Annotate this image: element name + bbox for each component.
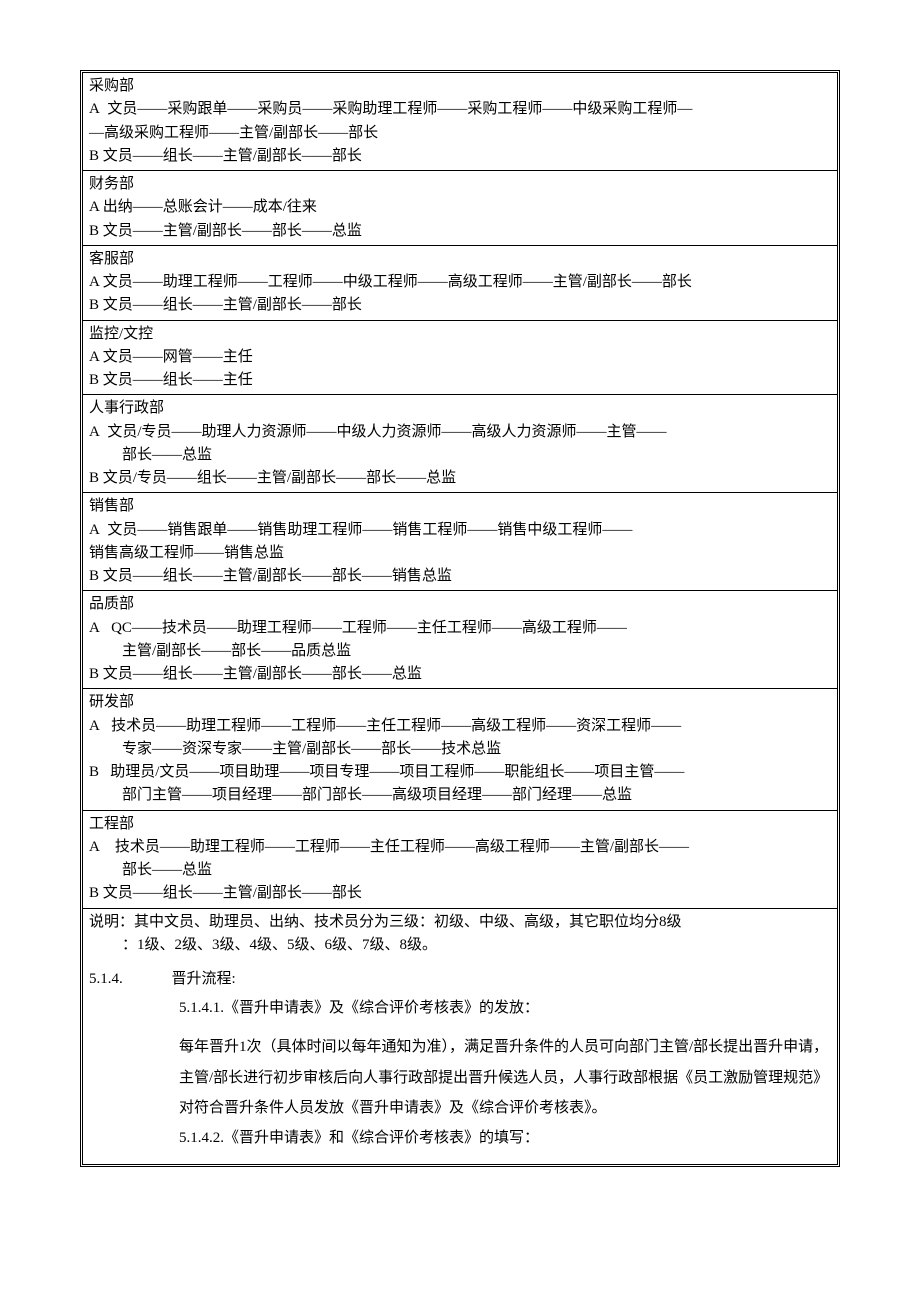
career-path: A QC——技术员——助理工程师——工程师——主任工程师——高级工程师——主管/… xyxy=(89,617,831,664)
dept-cell-kefu: 客服部 A 文员——助理工程师——工程师——中级工程师——高级工程师——主管/副… xyxy=(83,246,837,321)
section-5142: 5.1.4.2.《晋升申请表》和《综合评价考核表》的填写： xyxy=(89,1124,831,1153)
career-path: B 文员——组长——主管/副部长——部长——销售总监 xyxy=(89,565,831,588)
career-path: A 技术员——助理工程师——工程师——主任工程师——高级工程师——资深工程师——… xyxy=(89,715,831,762)
section-5141: 5.1.4.1.《晋升申请表》及《综合评价考核表》的发放： 每年晋升1次（具体时… xyxy=(89,994,831,1125)
dept-cell-yanfa: 研发部 A 技术员——助理工程师——工程师——主任工程师——高级工程师——资深工… xyxy=(83,689,837,810)
career-path: A 文员——网管——主任 xyxy=(89,346,831,369)
dept-title: 销售部 xyxy=(89,495,831,518)
dept-cell-renshi: 人事行政部 A 文员/专员——助理人力资源师——中级人力资源师——高级人力资源师… xyxy=(83,395,837,493)
dept-title: 财务部 xyxy=(89,173,831,196)
career-path: A 文员——销售跟单——销售助理工程师——销售工程师——销售中级工程师——销售高… xyxy=(89,519,831,566)
dept-cell-gongcheng: 工程部 A 技术员——助理工程师——工程师——主任工程师——高级工程师——主管/… xyxy=(83,811,837,909)
career-path: A 出纳——总账会计——成本/往来 xyxy=(89,196,831,219)
career-path: A 文员——采购跟单——采购员——采购助理工程师——采购工程师——中级采购工程师… xyxy=(89,98,831,145)
dept-title: 工程部 xyxy=(89,813,831,836)
dept-title: 客服部 xyxy=(89,248,831,271)
dept-cell-xiaoshou: 销售部 A 文员——销售跟单——销售助理工程师——销售工程师——销售中级工程师—… xyxy=(83,493,837,591)
note-text: 说明：其中文员、助理员、出纳、技术员分为三级：初级、中级、高级，其它职位均分8级… xyxy=(83,909,837,960)
dept-title: 研发部 xyxy=(89,691,831,714)
section-title: 晋升流程: xyxy=(172,971,236,987)
dept-cell-jiankong: 监控/文控 A 文员——网管——主任 B 文员——组长——主任 xyxy=(83,321,837,396)
career-path: B 文员——组长——主任 xyxy=(89,369,831,392)
sub-body: 每年晋升1次（具体时间以每年通知为准），满足晋升条件的人员可向部门主管/部长提出… xyxy=(179,1032,831,1124)
career-path: A 技术员——助理工程师——工程师——主任工程师——高级工程师——主管/副部长—… xyxy=(89,836,831,883)
career-path: B 文员——主管/副部长——部长——总监 xyxy=(89,220,831,243)
dept-cell-caiwu: 财务部 A 出纳——总账会计——成本/往来 B 文员——主管/副部长——部长——… xyxy=(83,171,837,246)
career-path: A 文员——助理工程师——工程师——中级工程师——高级工程师——主管/副部长——… xyxy=(89,271,831,294)
dept-cell-caigou: 采购部 A 文员——采购跟单——采购员——采购助理工程师——采购工程师——中级采… xyxy=(83,73,837,171)
career-path: B 文员——组长——主管/副部长——部长 xyxy=(89,294,831,317)
section-514: 5.1.4.晋升流程: 5.1.4.1.《晋升申请表》及《综合评价考核表》的发放… xyxy=(83,959,837,1164)
dept-title: 监控/文控 xyxy=(89,323,831,346)
document-frame: 采购部 A 文员——采购跟单——采购员——采购助理工程师——采购工程师——中级采… xyxy=(80,70,840,1167)
career-path: B 文员——组长——主管/副部长——部长——总监 xyxy=(89,663,831,686)
dept-cell-pinzhi: 品质部 A QC——技术员——助理工程师——工程师——主任工程师——高级工程师—… xyxy=(83,591,837,689)
section-514-heading: 5.1.4.晋升流程: xyxy=(89,965,831,994)
career-path: A 文员/专员——助理人力资源师——中级人力资源师——高级人力资源师——主管——… xyxy=(89,421,831,468)
dept-title: 采购部 xyxy=(89,75,831,98)
career-path: B 文员/专员——组长——主管/副部长——部长——总监 xyxy=(89,467,831,490)
sub-heading: 5.1.4.1.《晋升申请表》及《综合评价考核表》的发放： xyxy=(179,994,831,1023)
sub-heading: 5.1.4.2.《晋升申请表》和《综合评价考核表》的填写： xyxy=(179,1124,831,1153)
dept-title: 品质部 xyxy=(89,593,831,616)
career-path: B 助理员/文员——项目助理——项目专理——项目工程师——职能组长——项目主管—… xyxy=(89,761,831,808)
career-path: B 文员——组长——主管/副部长——部长 xyxy=(89,882,831,905)
dept-title: 人事行政部 xyxy=(89,397,831,420)
career-path: B 文员——组长——主管/副部长——部长 xyxy=(89,145,831,168)
section-number: 5.1.4. xyxy=(89,965,172,994)
page: 采购部 A 文员——采购跟单——采购员——采购助理工程师——采购工程师——中级采… xyxy=(0,0,920,1301)
